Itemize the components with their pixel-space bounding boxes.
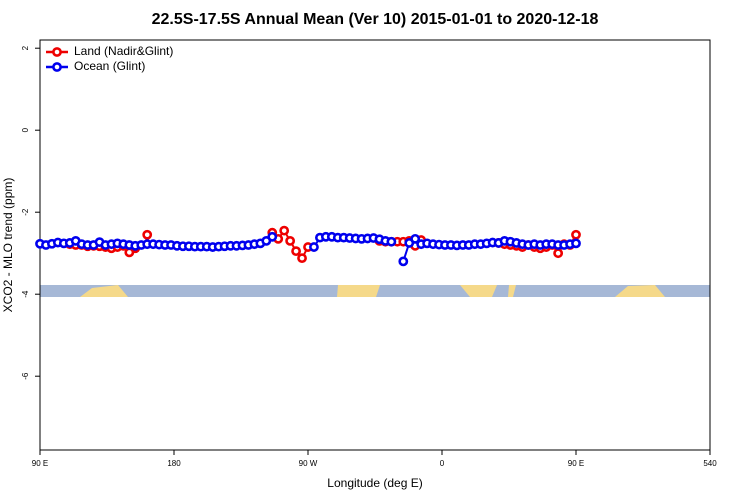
- data-point: [285, 235, 296, 246]
- data-point: [386, 236, 397, 247]
- y-axis-label: XCO2 - MLO trend (ppm): [1, 178, 15, 313]
- data-point: [309, 242, 319, 252]
- land-shape: [80, 285, 128, 297]
- x-tick-label: 180: [167, 459, 181, 468]
- land-shape: [508, 285, 516, 297]
- map-strip: [40, 285, 710, 297]
- legend-marker: [52, 62, 62, 72]
- y-tick-label: 2: [21, 45, 30, 50]
- x-axis-label: Longitude (deg E): [327, 476, 422, 490]
- data-point: [142, 229, 153, 240]
- data-point: [267, 231, 278, 242]
- data-point: [297, 253, 307, 264]
- land-shape: [337, 285, 380, 297]
- data-point: [398, 256, 409, 267]
- legend-label: Ocean (Glint): [74, 59, 145, 73]
- x-tick-label: 90 E: [32, 459, 48, 468]
- y-tick-label: -6: [21, 372, 30, 380]
- land-shape: [615, 285, 665, 297]
- data-point: [291, 246, 301, 257]
- x-tick-label: 90 E: [568, 459, 584, 468]
- data-point: [571, 238, 581, 249]
- land-shape: [460, 285, 497, 297]
- x-tick-label: 540: [703, 459, 717, 468]
- data-point: [553, 248, 564, 259]
- y-tick-label: -2: [21, 208, 30, 216]
- x-tick-label: 0: [440, 459, 445, 468]
- y-tick-label: 0: [21, 127, 30, 132]
- legend-marker: [52, 47, 62, 57]
- data-point: [410, 233, 421, 244]
- data-point: [279, 225, 290, 236]
- y-tick-label: -4: [21, 290, 30, 298]
- x-tick-label: 90 W: [299, 459, 318, 468]
- legend-label: Land (Nadir&Glint): [74, 44, 173, 58]
- data-point: [571, 229, 581, 240]
- chart-title: 22.5S-17.5S Annual Mean (Ver 10) 2015-01…: [152, 11, 599, 28]
